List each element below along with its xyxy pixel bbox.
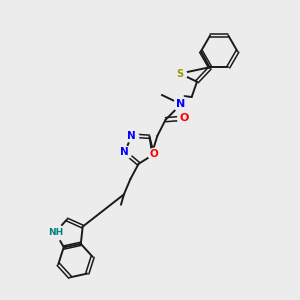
Text: O: O bbox=[179, 113, 188, 123]
Text: S: S bbox=[176, 69, 184, 79]
Text: N: N bbox=[121, 147, 129, 157]
Text: O: O bbox=[149, 149, 158, 159]
Text: N: N bbox=[176, 99, 185, 110]
Text: N: N bbox=[127, 130, 136, 140]
Text: NH: NH bbox=[48, 228, 63, 237]
